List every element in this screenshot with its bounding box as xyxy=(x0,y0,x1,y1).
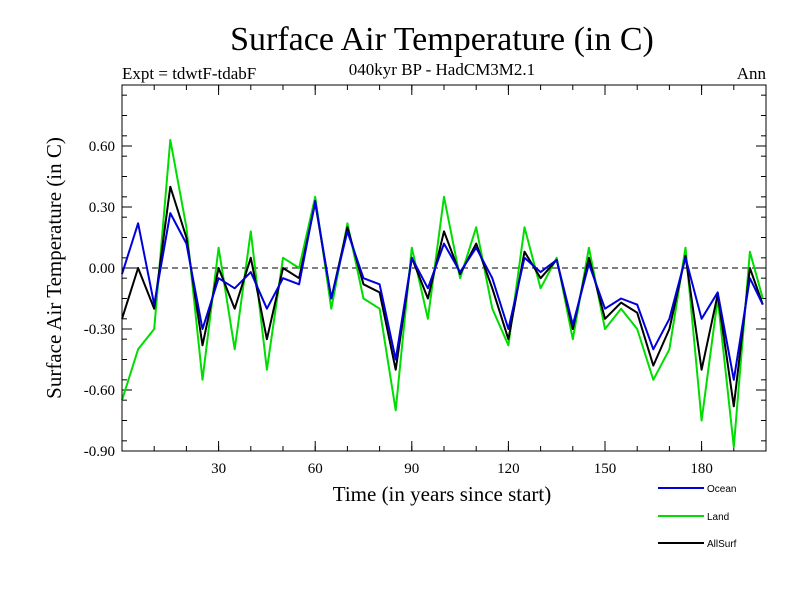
period-label: Ann xyxy=(737,64,767,83)
y-tick-label: 0.60 xyxy=(89,139,115,155)
legend-label-allsurf: AllSurf xyxy=(707,539,737,550)
plot-area: 30 60 90 120 150 180 -0.90 -0.60 -0.30 0.00 0.30 0.… xyxy=(84,84,767,477)
experiment-label: Expt = tdwtF-tdabF xyxy=(122,64,256,83)
x-tick-label: 60 xyxy=(308,461,323,477)
x-tick-label: 150 xyxy=(594,461,617,477)
series-line-allsurf xyxy=(121,185,764,408)
x-tick-label: 30 xyxy=(211,461,226,477)
x-tick-label: 90 xyxy=(404,461,419,477)
y-tick-label: -0.30 xyxy=(84,322,115,338)
series-line-land xyxy=(121,138,764,448)
x-tick-label: 180 xyxy=(690,461,713,477)
legend: Ocean Land AllSurf xyxy=(658,484,737,550)
y-tick-label: 0.00 xyxy=(89,261,115,277)
series-line-ocean xyxy=(121,199,764,381)
y-tick-label: -0.60 xyxy=(84,383,115,399)
chart-title: Surface Air Temperature (in C) xyxy=(230,21,654,58)
x-tick-label: 120 xyxy=(497,461,520,477)
chart-subtitle: 040kyr BP - HadCM3M2.1 xyxy=(349,60,535,79)
plot-frame xyxy=(121,84,767,452)
y-tick-label: 0.30 xyxy=(89,200,115,216)
x-axis-label: Time (in years since start) xyxy=(333,482,552,506)
legend-label-land: Land xyxy=(707,512,729,523)
y-tick-label: -0.90 xyxy=(84,444,115,460)
legend-label-ocean: Ocean xyxy=(707,484,736,495)
y-axis-label: Surface Air Temperature (in C) xyxy=(42,137,66,399)
